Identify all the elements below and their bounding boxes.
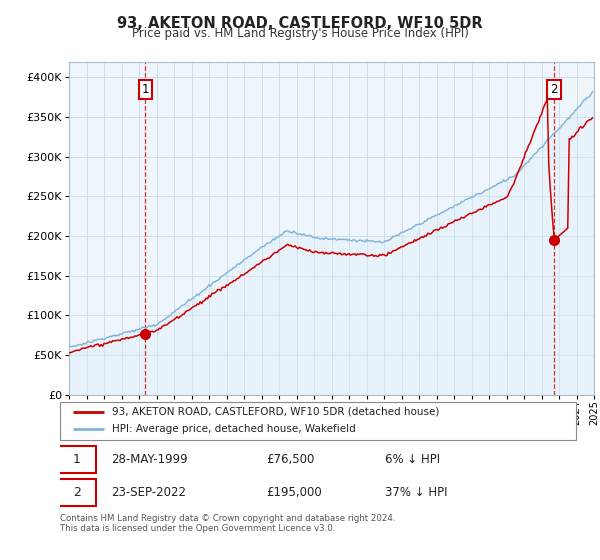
Text: 2: 2 xyxy=(550,83,558,96)
Text: Contains HM Land Registry data © Crown copyright and database right 2024.
This d: Contains HM Land Registry data © Crown c… xyxy=(60,514,395,534)
Text: 93, AKETON ROAD, CASTLEFORD, WF10 5DR: 93, AKETON ROAD, CASTLEFORD, WF10 5DR xyxy=(117,16,483,31)
Text: 28-MAY-1999: 28-MAY-1999 xyxy=(112,452,188,466)
FancyBboxPatch shape xyxy=(58,446,96,473)
Text: 2: 2 xyxy=(73,486,81,500)
Text: £195,000: £195,000 xyxy=(266,486,322,500)
Text: 37% ↓ HPI: 37% ↓ HPI xyxy=(385,486,448,500)
Text: 93, AKETON ROAD, CASTLEFORD, WF10 5DR (detached house): 93, AKETON ROAD, CASTLEFORD, WF10 5DR (d… xyxy=(112,407,439,417)
Text: HPI: Average price, detached house, Wakefield: HPI: Average price, detached house, Wake… xyxy=(112,424,355,435)
Text: 1: 1 xyxy=(142,83,149,96)
FancyBboxPatch shape xyxy=(58,479,96,506)
Text: £76,500: £76,500 xyxy=(266,452,315,466)
Text: 1: 1 xyxy=(73,452,81,466)
Text: Price paid vs. HM Land Registry's House Price Index (HPI): Price paid vs. HM Land Registry's House … xyxy=(131,27,469,40)
Text: 6% ↓ HPI: 6% ↓ HPI xyxy=(385,452,440,466)
Text: 23-SEP-2022: 23-SEP-2022 xyxy=(112,486,187,500)
FancyBboxPatch shape xyxy=(60,402,576,440)
